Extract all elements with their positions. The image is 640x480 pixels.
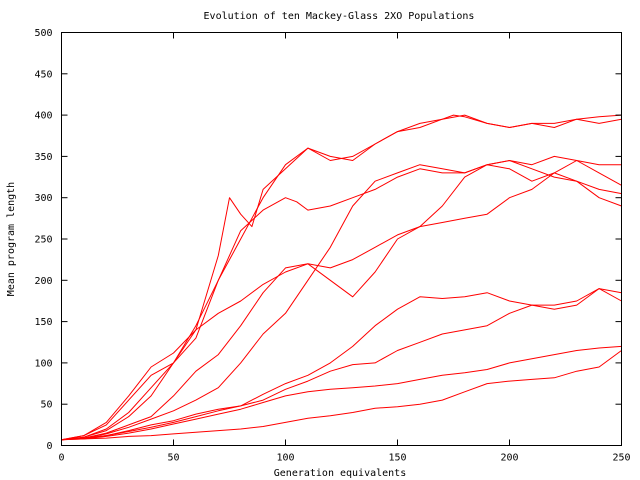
y-tick-label-9: 450 (34, 69, 52, 80)
x-tick-label-4: 200 (500, 453, 518, 464)
y-tick-label-1: 50 (40, 400, 52, 411)
series-line-5 (61, 160, 622, 441)
y-tick-label-10: 500 (34, 28, 52, 39)
x-tick-label-1: 50 (167, 453, 179, 464)
y-tick-label-3: 150 (34, 317, 52, 328)
x-axis-title: Generation equivalents (274, 468, 406, 479)
series-line-10 (61, 350, 622, 441)
series-line-2 (61, 114, 622, 441)
x-axis: 0 50 100 150 200 250 (58, 32, 631, 464)
y-tick-label-4: 200 (34, 276, 52, 287)
y-tick-label-7: 350 (34, 152, 52, 163)
x-tick-label-3: 150 (388, 453, 406, 464)
x-tick-label-2: 100 (276, 453, 294, 464)
series-line-9 (61, 345, 622, 441)
y-tick-label-6: 300 (34, 193, 52, 204)
series-group (61, 114, 622, 441)
series-line-6 (61, 160, 622, 441)
y-tick-label-0: 0 (46, 441, 52, 452)
y-tick-label-5: 250 (34, 235, 52, 246)
y-axis-title: Mean program length (6, 182, 17, 296)
series-line-3 (61, 155, 622, 441)
x-tick-label-0: 0 (58, 453, 64, 464)
series-line-4 (61, 172, 622, 441)
y-tick-label-2: 100 (34, 358, 52, 369)
x-tick-label-5: 250 (612, 453, 630, 464)
y-tick-label-8: 400 (34, 111, 52, 122)
chart-title: Evolution of ten Mackey-Glass 2XO Popula… (204, 11, 475, 22)
series-line-8 (61, 288, 622, 441)
series-line-7 (61, 288, 622, 441)
y-axis: 0 50 100 150 200 250 300 350 400 450 500 (34, 28, 622, 452)
